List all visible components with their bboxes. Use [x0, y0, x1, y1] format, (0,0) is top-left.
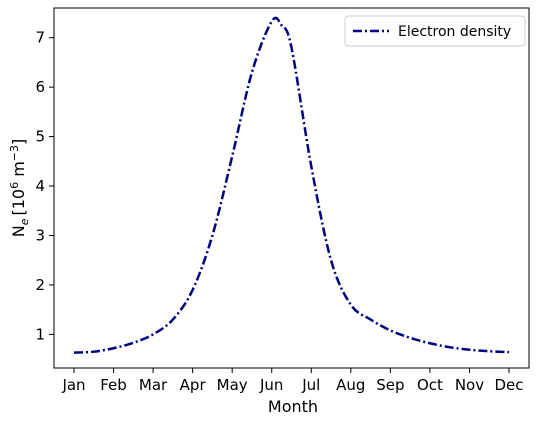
y-label-exp2: −3	[8, 145, 21, 161]
y-label-subscript: e	[18, 218, 31, 225]
x-tick-label: Nov	[455, 376, 484, 394]
x-tick-label: Aug	[336, 376, 365, 394]
legend-label: Electron density	[398, 24, 511, 40]
x-tick-label: Mar	[139, 376, 168, 394]
plot-area	[54, 8, 529, 368]
y-tick-label: 4	[35, 177, 45, 195]
y-tick-label: 7	[35, 29, 45, 47]
y-label-units-prefix: [10	[9, 189, 28, 216]
y-label-units-suffix: ]	[9, 139, 28, 145]
y-label-exp1: 6	[8, 182, 21, 189]
y-tick-label: 6	[35, 78, 45, 96]
y-axis-label: Ne [106 m−3]	[8, 139, 31, 238]
x-tick-label: Jun	[259, 376, 283, 394]
x-tick-label: Jan	[61, 376, 85, 394]
x-tick-label: May	[217, 376, 248, 394]
x-tick-label: Feb	[100, 376, 127, 394]
series-line-electron-density	[73, 16, 510, 354]
legend-box	[344, 15, 526, 47]
plot-frame	[53, 7, 530, 369]
y-tick-label: 2	[35, 276, 45, 294]
y-label-units-mid: m	[9, 161, 28, 182]
y-tick-label: 5	[35, 128, 45, 146]
x-axis: Jan Feb Mar Apr May Jun Jul Aug Sep Oct Nov Dec	[61, 368, 524, 394]
x-tick-label: Oct	[417, 376, 443, 394]
y-label-base: N	[9, 225, 28, 237]
legend: Electron density	[344, 15, 526, 47]
x-axis-label: Month	[268, 397, 318, 416]
y-tick-label: 1	[35, 325, 45, 343]
x-tick-label: Apr	[180, 376, 207, 394]
y-tick-label: 3	[35, 226, 45, 244]
x-tick-label: Jul	[301, 376, 320, 394]
x-tick-label: Dec	[494, 376, 523, 394]
x-tick-label: Sep	[376, 376, 404, 394]
y-axis: 1 2 3 4 5 6 7	[35, 29, 54, 343]
